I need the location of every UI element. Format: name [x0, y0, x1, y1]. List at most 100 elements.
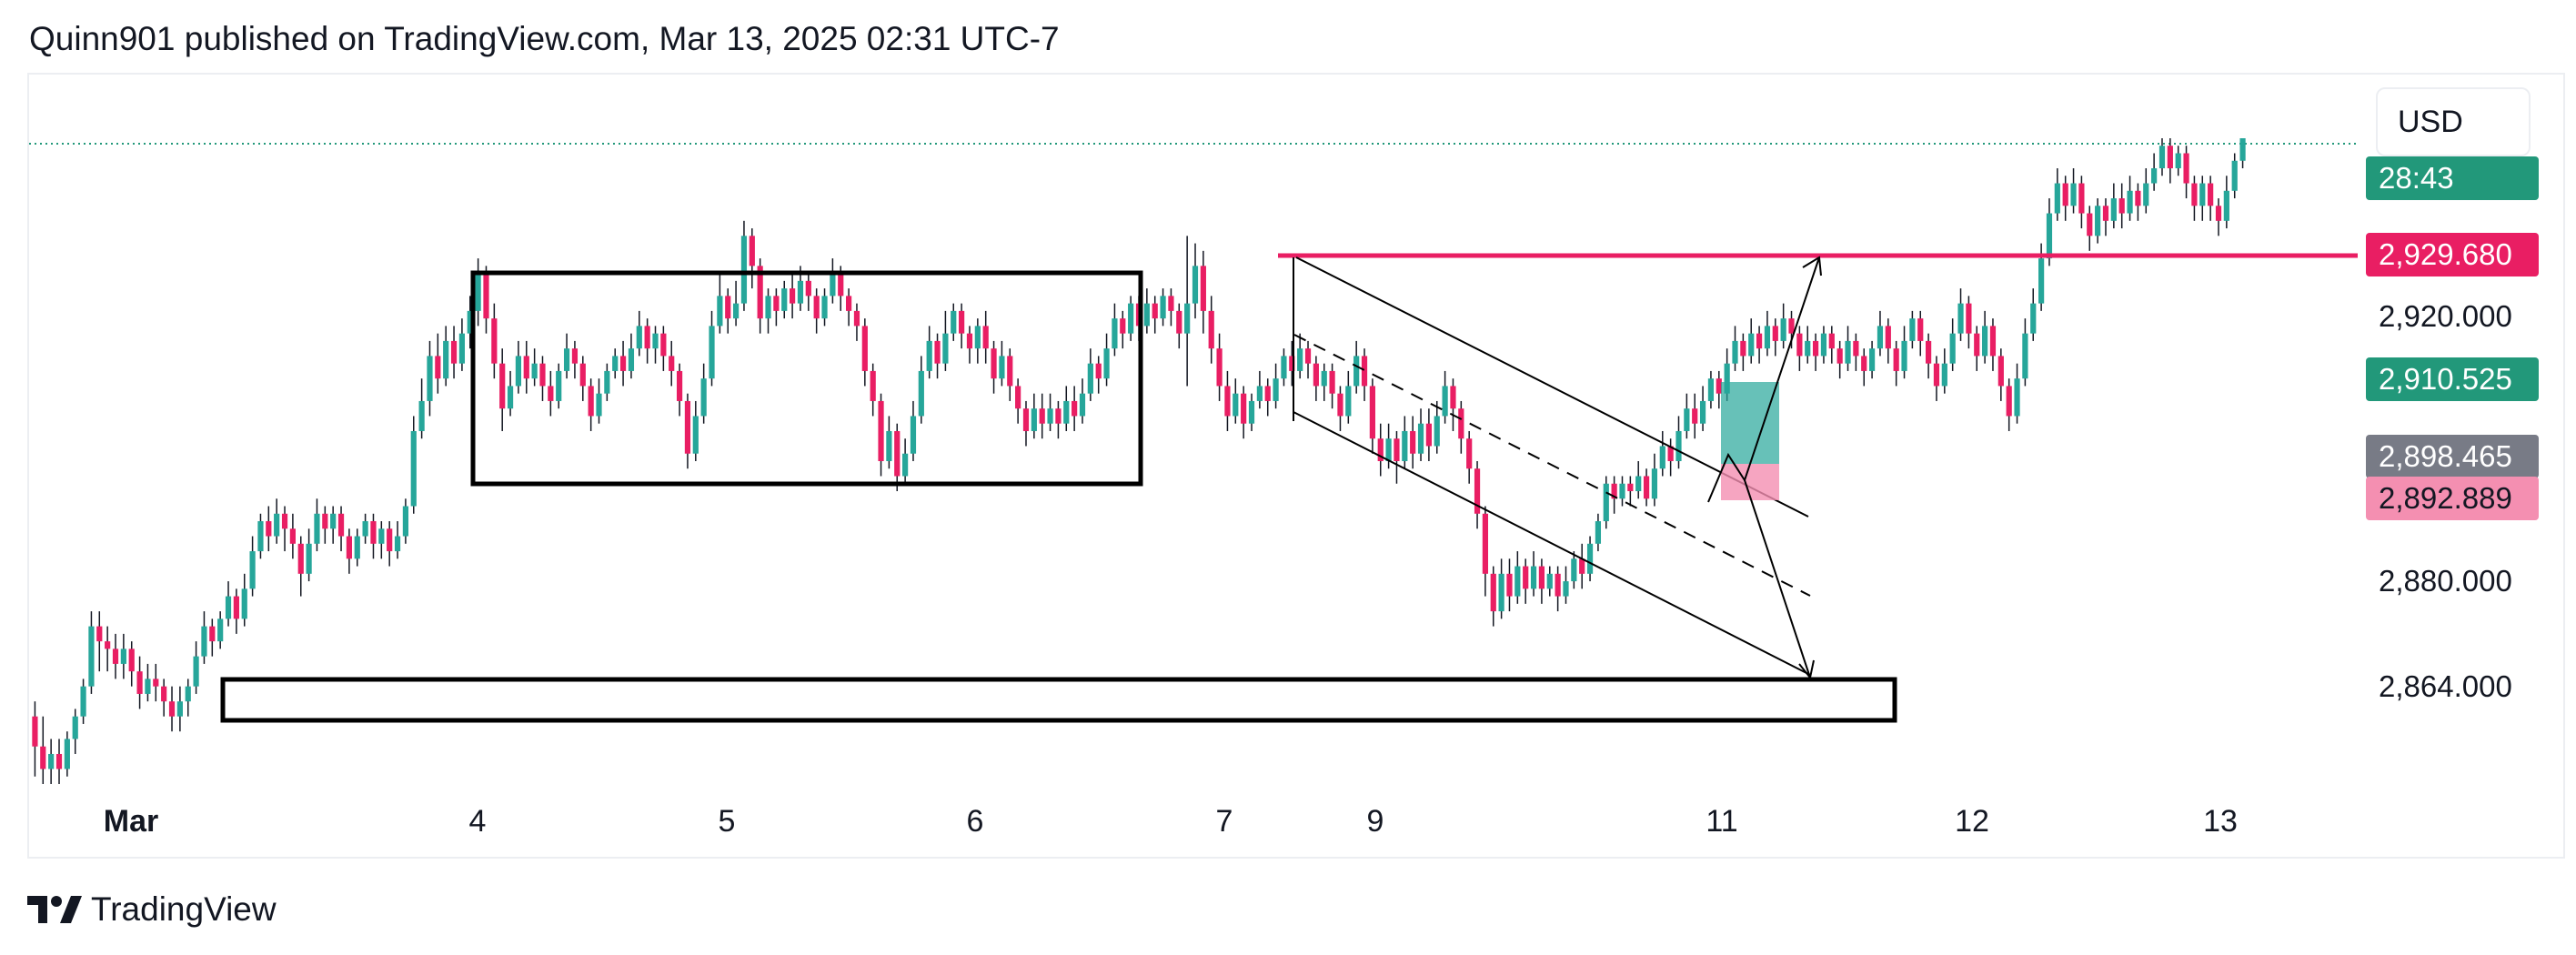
candle[interactable]: [370, 513, 377, 559]
candle[interactable]: [1699, 386, 1706, 431]
candle[interactable]: [1361, 348, 1368, 401]
candle[interactable]: [1595, 513, 1602, 552]
candle[interactable]: [974, 318, 981, 364]
candle[interactable]: [853, 303, 860, 341]
demand-zone-box[interactable]: [220, 677, 1897, 723]
candle[interactable]: [427, 340, 433, 417]
candle[interactable]: [1297, 333, 1303, 379]
candle[interactable]: [2167, 138, 2173, 184]
candle[interactable]: [1997, 348, 2004, 401]
candle[interactable]: [1264, 378, 1271, 417]
candle[interactable]: [1281, 348, 1287, 387]
candle[interactable]: [2110, 183, 2117, 229]
candle[interactable]: [910, 400, 917, 461]
candle[interactable]: [2199, 176, 2206, 221]
candle[interactable]: [531, 348, 538, 387]
candle[interactable]: [1120, 310, 1126, 349]
candle[interactable]: [1989, 318, 1997, 371]
candle[interactable]: [684, 393, 691, 469]
candle[interactable]: [1651, 453, 1658, 507]
candle[interactable]: [830, 258, 836, 304]
candle[interactable]: [346, 528, 352, 574]
candle[interactable]: [1304, 340, 1312, 379]
candle[interactable]: [2118, 183, 2125, 229]
candle[interactable]: [1933, 356, 1940, 401]
projection-zigzag[interactable]: [1707, 256, 1820, 503]
candle[interactable]: [281, 506, 288, 552]
candle[interactable]: [1949, 318, 1956, 371]
candle[interactable]: [161, 679, 167, 717]
candle[interactable]: [499, 348, 506, 431]
candle[interactable]: [1635, 461, 1642, 499]
candle[interactable]: [1103, 333, 1110, 387]
candle[interactable]: [2006, 378, 2012, 431]
candle[interactable]: [757, 258, 763, 334]
candle[interactable]: [1112, 303, 1118, 357]
candle[interactable]: [225, 581, 232, 627]
candle[interactable]: [1514, 551, 1521, 604]
candle[interactable]: [1031, 393, 1037, 439]
candle[interactable]: [1667, 438, 1674, 477]
candle[interactable]: [1546, 566, 1553, 597]
candle[interactable]: [1410, 416, 1416, 469]
candle[interactable]: [1377, 423, 1384, 477]
candle[interactable]: [1780, 303, 1786, 349]
candle[interactable]: [1087, 348, 1093, 401]
candle[interactable]: [732, 280, 740, 327]
candle[interactable]: [1329, 363, 1335, 409]
candle[interactable]: [942, 310, 949, 371]
candle[interactable]: [257, 513, 264, 559]
candle[interactable]: [1152, 296, 1158, 334]
candle[interactable]: [1805, 326, 1811, 364]
candle[interactable]: [217, 611, 224, 649]
candle[interactable]: [902, 438, 909, 484]
candle[interactable]: [821, 288, 828, 327]
candle[interactable]: [1337, 386, 1343, 431]
candle[interactable]: [991, 340, 997, 394]
candle[interactable]: [628, 333, 635, 379]
candle[interactable]: [669, 340, 675, 387]
candle[interactable]: [1982, 310, 1988, 364]
candle[interactable]: [2062, 176, 2068, 221]
candle[interactable]: [1369, 378, 1375, 454]
channel-lower-line[interactable]: [1293, 411, 1811, 676]
candle[interactable]: [781, 280, 788, 319]
candle[interactable]: [1893, 340, 1899, 387]
candle[interactable]: [362, 513, 368, 544]
candle[interactable]: [1241, 386, 1247, 439]
candle[interactable]: [1458, 400, 1464, 454]
candle[interactable]: [999, 340, 1005, 387]
candle[interactable]: [1692, 393, 1698, 439]
candle[interactable]: [1176, 303, 1182, 349]
candle[interactable]: [2223, 176, 2229, 229]
candle[interactable]: [982, 310, 989, 364]
candle[interactable]: [1941, 348, 1947, 394]
candle[interactable]: [1143, 288, 1150, 334]
candle[interactable]: [1836, 340, 1843, 379]
candle[interactable]: [233, 588, 239, 634]
candle[interactable]: [596, 378, 602, 424]
candle[interactable]: [1160, 288, 1166, 327]
consolidation-range-box[interactable]: [470, 270, 1143, 487]
candle[interactable]: [1716, 370, 1722, 409]
candle[interactable]: [1450, 378, 1456, 431]
candle[interactable]: [1796, 326, 1803, 371]
candle[interactable]: [1853, 333, 1859, 371]
candle[interactable]: [619, 340, 627, 387]
candle[interactable]: [740, 220, 748, 311]
candle[interactable]: [2158, 138, 2166, 176]
candle[interactable]: [193, 641, 199, 694]
candle[interactable]: [2102, 198, 2109, 236]
candle[interactable]: [402, 498, 409, 544]
candle[interactable]: [660, 326, 667, 371]
position-target-zone[interactable]: [1721, 382, 1779, 464]
candle[interactable]: [700, 363, 707, 424]
candle[interactable]: [789, 273, 796, 319]
candle[interactable]: [579, 356, 586, 401]
candle[interactable]: [1256, 370, 1263, 409]
candle[interactable]: [1926, 333, 1932, 379]
candle[interactable]: [1643, 468, 1650, 507]
candle[interactable]: [1425, 408, 1432, 461]
candle[interactable]: [2151, 153, 2158, 191]
tradingview-brand[interactable]: TradingView: [27, 890, 277, 930]
